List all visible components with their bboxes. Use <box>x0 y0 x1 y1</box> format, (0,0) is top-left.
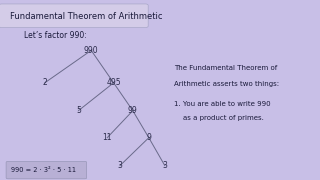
FancyBboxPatch shape <box>0 4 148 28</box>
Text: 495: 495 <box>106 78 121 87</box>
Text: 11: 11 <box>102 133 112 142</box>
Text: Fundamental Theorem of Arithmetic: Fundamental Theorem of Arithmetic <box>10 12 162 21</box>
FancyBboxPatch shape <box>6 161 87 179</box>
Text: as a product of primes.: as a product of primes. <box>174 115 264 121</box>
Text: Let’s factor 990:: Let’s factor 990: <box>24 31 87 40</box>
Text: 2: 2 <box>43 78 47 87</box>
Text: Arithmetic asserts two things:: Arithmetic asserts two things: <box>174 81 280 87</box>
Text: 990: 990 <box>84 46 99 55</box>
Text: 5: 5 <box>76 106 81 115</box>
Text: 99: 99 <box>128 106 138 115</box>
Text: The Fundamental Theorem of: The Fundamental Theorem of <box>174 65 278 71</box>
Text: 1. You are able to write 990: 1. You are able to write 990 <box>174 101 271 107</box>
Text: 990 = 2 · 3² · 5 · 11: 990 = 2 · 3² · 5 · 11 <box>11 167 76 173</box>
Text: 9: 9 <box>146 133 151 142</box>
Text: 3: 3 <box>162 161 167 170</box>
Text: 3: 3 <box>117 161 123 170</box>
